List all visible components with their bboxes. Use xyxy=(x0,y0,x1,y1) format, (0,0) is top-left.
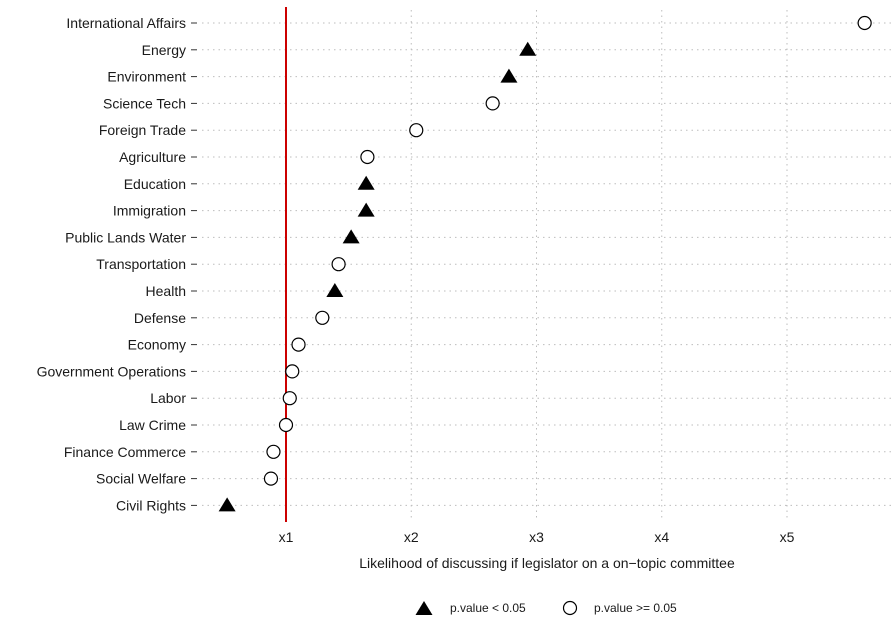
circle-point xyxy=(331,257,346,272)
category-label: Health xyxy=(146,283,186,299)
triangle-point xyxy=(519,41,537,56)
legend-triangle-marker xyxy=(415,601,433,615)
category-label: Economy xyxy=(128,337,186,353)
category-label: Law Crime xyxy=(119,417,186,433)
category-label: Public Lands Water xyxy=(65,229,186,245)
triangle-point xyxy=(218,497,236,512)
category-label: Finance Commerce xyxy=(64,444,186,460)
circle-point xyxy=(282,391,297,406)
category-label: Agriculture xyxy=(119,149,186,165)
circle-point xyxy=(485,96,500,111)
category-label: Labor xyxy=(150,390,186,406)
legend-circle-marker xyxy=(562,600,578,616)
circle-point xyxy=(263,471,279,486)
x-tick-label: x5 xyxy=(780,529,795,545)
category-label: Science Tech xyxy=(103,95,186,111)
category-label: Government Operations xyxy=(37,363,186,379)
category-label: Immigration xyxy=(113,203,186,219)
x-tick-label: x1 xyxy=(279,529,294,545)
x-tick-label: x2 xyxy=(404,529,419,545)
circle-point xyxy=(315,310,330,325)
category-labels: International Affairs Energy Environment Sc… xyxy=(37,15,197,513)
triangle-point xyxy=(326,283,344,297)
category-label: Defense xyxy=(134,310,186,326)
x-tick-label: x4 xyxy=(654,529,669,545)
triangle-point xyxy=(357,175,375,190)
category-label: Environment xyxy=(107,69,186,85)
x-axis-title: Likelihood of discussing if legislator o… xyxy=(359,555,735,571)
circle-point xyxy=(285,364,300,379)
circle-point xyxy=(278,417,294,433)
data-points xyxy=(218,15,872,512)
circle-point xyxy=(360,149,375,165)
triangle-point xyxy=(342,229,360,244)
x-tick-label: x3 xyxy=(529,529,544,545)
legend-label: p.value >= 0.05 xyxy=(594,601,677,615)
circle-point xyxy=(291,337,306,352)
triangle-point xyxy=(357,202,375,217)
circle-point xyxy=(409,123,424,138)
legend-label: p.value < 0.05 xyxy=(450,601,526,615)
x-tick-labels: x1 x2 x3 x4 x5 xyxy=(279,529,795,545)
category-label: Social Welfare xyxy=(96,471,186,487)
category-label: Civil Rights xyxy=(116,497,186,513)
triangle-point xyxy=(500,68,518,83)
category-label: Energy xyxy=(142,42,186,58)
category-label: Foreign Trade xyxy=(99,122,186,138)
category-label: Transportation xyxy=(96,256,186,272)
circle-point xyxy=(857,15,872,31)
category-label: Education xyxy=(124,176,186,192)
gridlines xyxy=(202,10,893,519)
legend: p.value < 0.05 p.value >= 0.05 xyxy=(415,600,677,616)
category-label: International Affairs xyxy=(66,15,186,31)
circle-point xyxy=(266,444,281,459)
